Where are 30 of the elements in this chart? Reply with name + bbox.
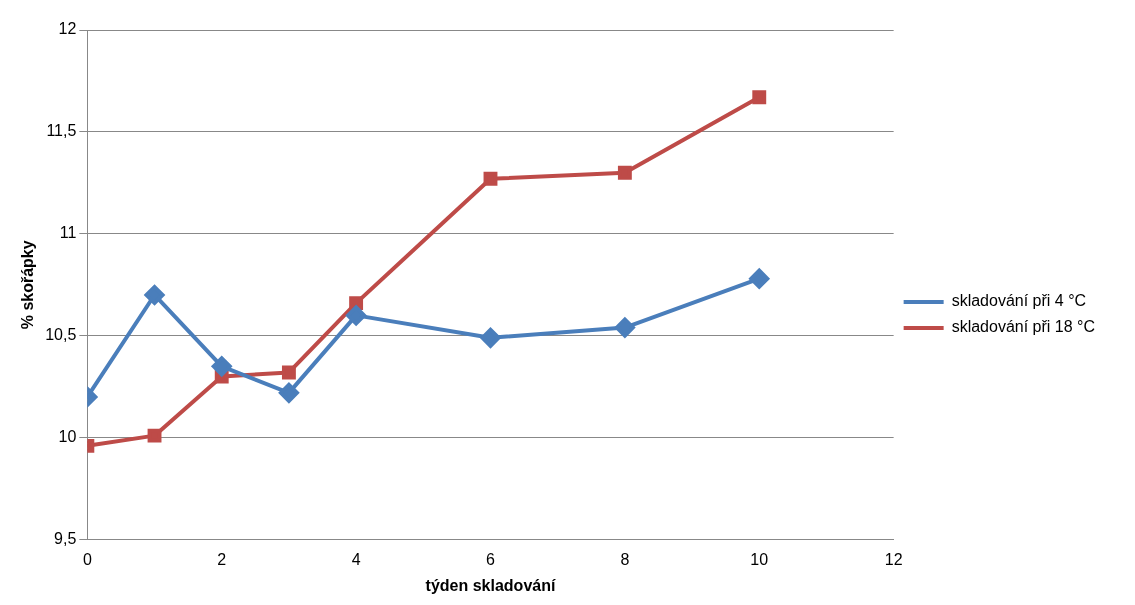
legend-label: skladování při 4 °C	[951, 292, 1087, 310]
x-tick-label: 12	[884, 550, 903, 568]
point	[617, 165, 632, 180]
legend-label: skladování při 18 °C	[951, 318, 1095, 336]
point	[147, 428, 162, 443]
x-tick-label: 8	[620, 550, 630, 568]
point	[346, 305, 367, 326]
point	[278, 382, 299, 403]
point	[349, 296, 364, 311]
point	[144, 284, 165, 305]
y-tick-label: 10,5	[45, 326, 77, 344]
point	[480, 327, 501, 348]
point	[211, 356, 232, 377]
x-tick-label: 0	[82, 550, 92, 568]
x-axis-title: týden skladování	[425, 576, 556, 594]
x-tick-label: 2	[217, 550, 227, 568]
y-tick-label: 12	[58, 20, 77, 38]
x-tick-label: 4	[351, 550, 361, 568]
point	[483, 171, 498, 186]
y-axis-title: % skořápky	[19, 240, 37, 330]
point	[752, 90, 767, 105]
y-tick-label: 11,5	[46, 122, 77, 140]
y-tick-label: 11	[59, 224, 77, 242]
y-tick-label: 10	[58, 428, 77, 446]
point	[281, 365, 296, 380]
point	[614, 317, 635, 338]
x-tick-label: 6	[486, 550, 496, 568]
x-tick-label: 10	[750, 550, 769, 568]
point	[749, 268, 770, 289]
y-tick-label: 9,5	[54, 530, 77, 548]
